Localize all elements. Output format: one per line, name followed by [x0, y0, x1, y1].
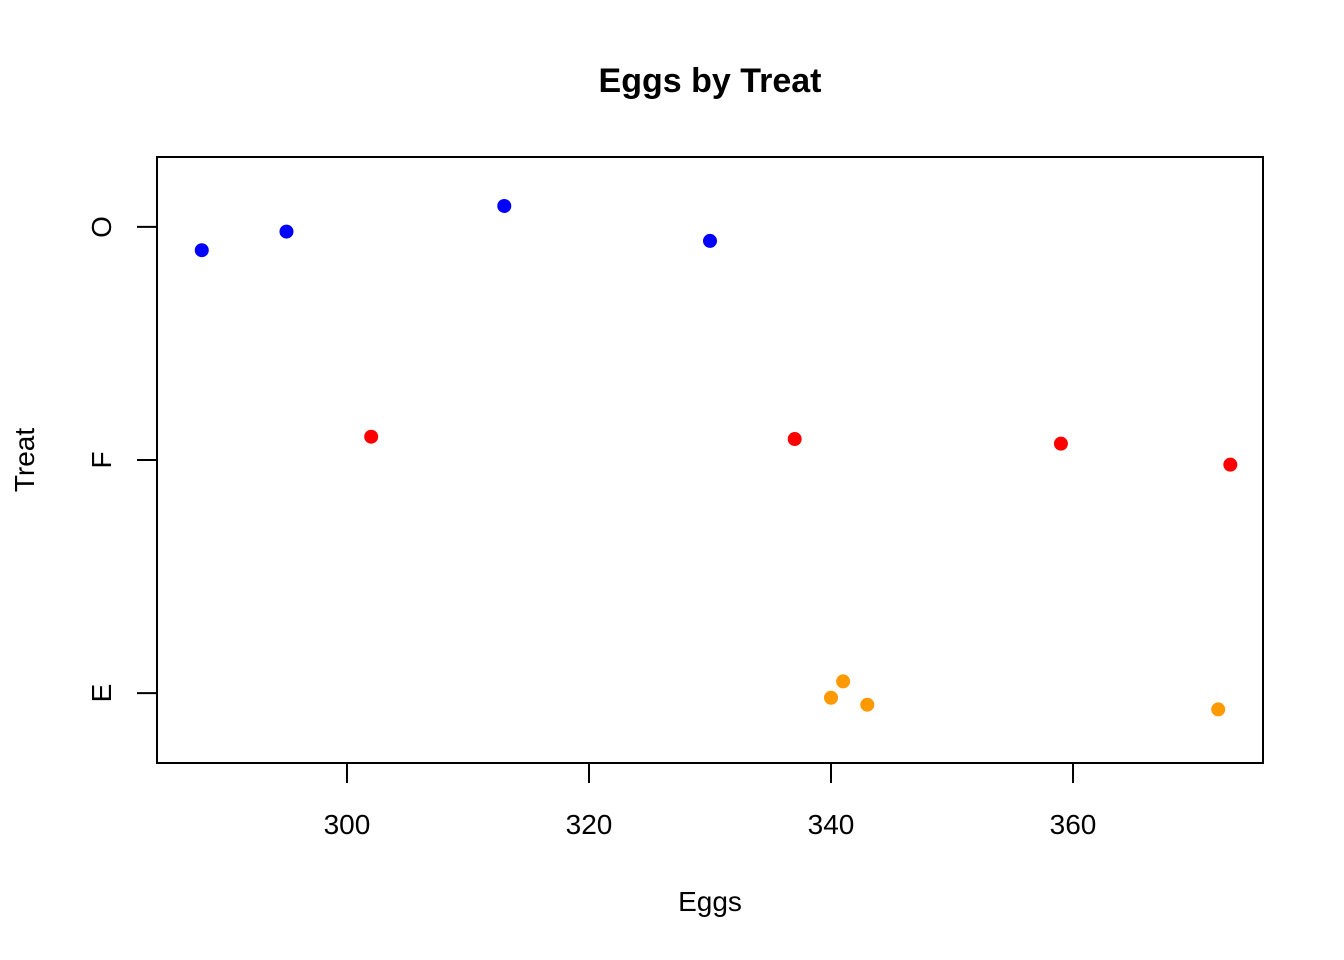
x-axis: 300 320 340 360 [324, 763, 1097, 840]
data-point-o [497, 198, 512, 213]
x-tick-label: 300 [324, 809, 371, 840]
data-point-e [1211, 702, 1226, 717]
data-point-o [703, 233, 717, 248]
data-point-f [364, 429, 379, 444]
y-tick-label: F [86, 451, 117, 468]
y-tick-label: O [86, 216, 117, 238]
data-point-e [824, 690, 839, 705]
x-axis-label: Eggs [678, 886, 742, 917]
points-layer [194, 198, 1238, 717]
x-tick-label: 320 [566, 809, 613, 840]
data-point-o [194, 243, 209, 258]
data-point-f [1223, 457, 1238, 472]
data-point-e [836, 674, 851, 689]
y-axis-label: Treat [9, 428, 40, 493]
data-point-f [1053, 436, 1068, 451]
data-point-o [279, 224, 294, 239]
data-point-e [860, 697, 875, 712]
y-tick-label: E [86, 684, 117, 703]
x-tick-label: 360 [1050, 809, 1097, 840]
data-point-f [787, 432, 802, 447]
y-axis: E F O [86, 216, 157, 702]
chart-title: Eggs by Treat [599, 62, 822, 100]
x-tick-label: 340 [808, 809, 855, 840]
